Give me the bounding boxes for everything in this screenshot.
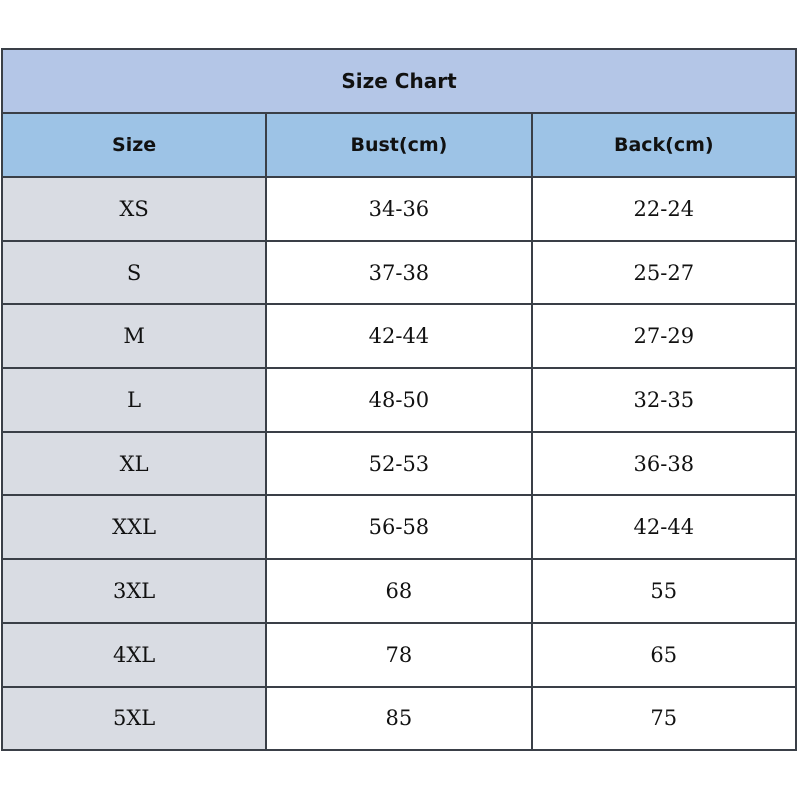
header-bust: Bust(cm) (265, 112, 533, 178)
table-row: XL 52-53 36-38 (0, 430, 798, 497)
header-size: Size (0, 112, 268, 178)
size-cell: M (0, 303, 268, 370)
size-cell: XL (0, 430, 268, 497)
table-row: 3XL 68 55 (0, 558, 798, 624)
size-chart-table: Size Chart Size Bust(cm) Back(cm) XS 34-3… (0, 48, 798, 752)
back-cell: 55 (530, 558, 798, 624)
table-title: Size Chart (1, 48, 797, 114)
table-row: S 37-38 25-27 (0, 239, 798, 306)
header-row: Size Bust(cm) Back(cm) (0, 112, 798, 178)
back-cell: 75 (530, 685, 798, 752)
size-cell: 4XL (0, 621, 268, 688)
size-cell: XS (0, 176, 268, 242)
bust-cell: 34-36 (265, 176, 533, 242)
back-cell: 32-35 (530, 367, 798, 433)
bust-cell: 52-53 (265, 430, 533, 497)
size-cell: 5XL (0, 685, 268, 752)
table-row: XS 34-36 22-24 (0, 176, 798, 242)
bust-cell: 56-58 (265, 494, 533, 561)
back-cell: 36-38 (530, 430, 798, 497)
table-row: M 42-44 27-29 (0, 303, 798, 370)
size-cell: 3XL (0, 558, 268, 624)
bust-cell: 48-50 (265, 367, 533, 433)
bust-cell: 42-44 (265, 303, 533, 370)
bust-cell: 68 (265, 558, 533, 624)
table-row: 5XL 85 75 (0, 685, 798, 752)
bust-cell: 85 (265, 685, 533, 752)
bust-cell: 78 (265, 621, 533, 688)
back-cell: 22-24 (530, 176, 798, 242)
bust-cell: 37-38 (265, 239, 533, 306)
table-row: 4XL 78 65 (0, 621, 798, 688)
table-row: L 48-50 32-35 (0, 367, 798, 433)
back-cell: 65 (530, 621, 798, 688)
size-cell: L (0, 367, 268, 433)
back-cell: 25-27 (530, 239, 798, 306)
back-cell: 27-29 (530, 303, 798, 370)
header-back: Back(cm) (530, 112, 798, 178)
table-row: XXL 56-58 42-44 (0, 494, 798, 561)
size-cell: S (0, 239, 268, 306)
size-cell: XXL (0, 494, 268, 561)
back-cell: 42-44 (530, 494, 798, 561)
